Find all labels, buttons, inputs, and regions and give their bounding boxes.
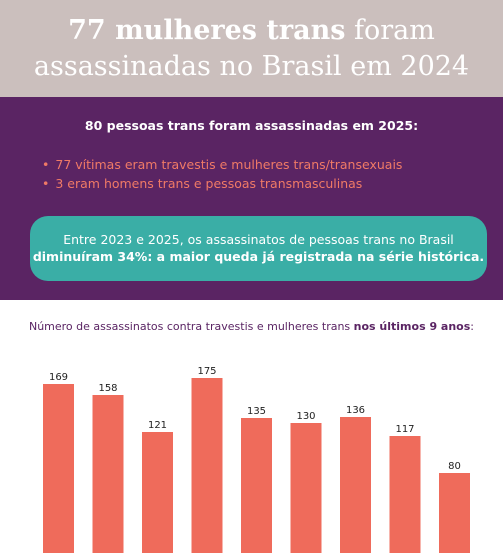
bar bbox=[340, 417, 371, 553]
title-bold: 77 mulheres trans bbox=[68, 15, 346, 46]
callout-text: Entre 2023 e 2025, os assassinatos de pe… bbox=[63, 232, 454, 247]
title: foram bbox=[345, 15, 435, 46]
chart-title: Número de assassinatos contra travestis … bbox=[0, 320, 503, 333]
value-label: 130 bbox=[296, 411, 315, 422]
value-label: 175 bbox=[197, 366, 216, 377]
title: assassinadas no Brasil em 2024 bbox=[33, 51, 470, 82]
bar bbox=[389, 436, 421, 553]
bar bbox=[43, 384, 74, 553]
bullet: 77 vítimas eram travestis e mulheres tra… bbox=[42, 155, 402, 174]
bar bbox=[241, 418, 272, 553]
value-label: 158 bbox=[98, 383, 117, 394]
value-label: 135 bbox=[247, 406, 266, 417]
bar bbox=[191, 378, 223, 553]
value-label: 121 bbox=[148, 420, 167, 431]
value-label: 169 bbox=[49, 372, 68, 383]
chart: 169 158 121 175 135 130 136 117 80 bbox=[43, 366, 470, 553]
bar bbox=[439, 473, 470, 553]
summary-panel: 80 pessoas trans foram assassinadas em 2… bbox=[0, 97, 503, 300]
value-label: 136 bbox=[346, 405, 365, 416]
value-label: 80 bbox=[448, 461, 461, 472]
bar bbox=[92, 395, 124, 553]
bar bbox=[290, 423, 322, 553]
bullet: 3 eram homens trans e pessoas transmascu… bbox=[42, 174, 402, 193]
callout-bold: diminuíram 34%: a maior queda já registr… bbox=[32, 249, 485, 264]
chart-title-part: Número de assassinatos contra travestis … bbox=[28, 320, 354, 333]
bar bbox=[142, 432, 173, 553]
summary-heading: 80 pessoas trans foram assassinadas em 2… bbox=[84, 118, 419, 133]
callout: Entre 2023 e 2025, os assassinatos de pe… bbox=[30, 216, 487, 281]
chart-title-part: : bbox=[470, 320, 475, 333]
bullet-list: 77 vítimas eram travestis e mulheres tra… bbox=[42, 155, 402, 193]
chart-title-bold: nos últimos 9 anos bbox=[353, 320, 471, 333]
header: 77 mulheres trans foram assassinadas no … bbox=[0, 0, 503, 97]
value-label: 117 bbox=[395, 424, 414, 435]
